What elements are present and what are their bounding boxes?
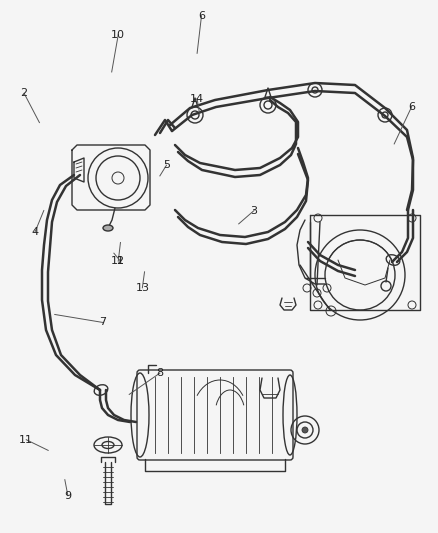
Ellipse shape [103,225,113,231]
Text: 6: 6 [198,11,205,21]
FancyBboxPatch shape [137,370,293,460]
Text: 9: 9 [64,491,71,500]
Text: 5: 5 [163,160,170,170]
Text: 1: 1 [117,256,124,266]
Text: 4: 4 [32,227,39,237]
Text: 14: 14 [190,94,204,103]
Text: 13: 13 [135,283,149,293]
Text: 10: 10 [111,30,125,39]
Text: 8: 8 [156,368,163,378]
Circle shape [302,427,308,433]
Text: 2: 2 [21,88,28,98]
Text: 11: 11 [19,435,33,445]
Text: 6: 6 [408,102,415,111]
Text: 3: 3 [251,206,258,215]
Text: 12: 12 [111,256,125,266]
Text: 7: 7 [99,318,106,327]
